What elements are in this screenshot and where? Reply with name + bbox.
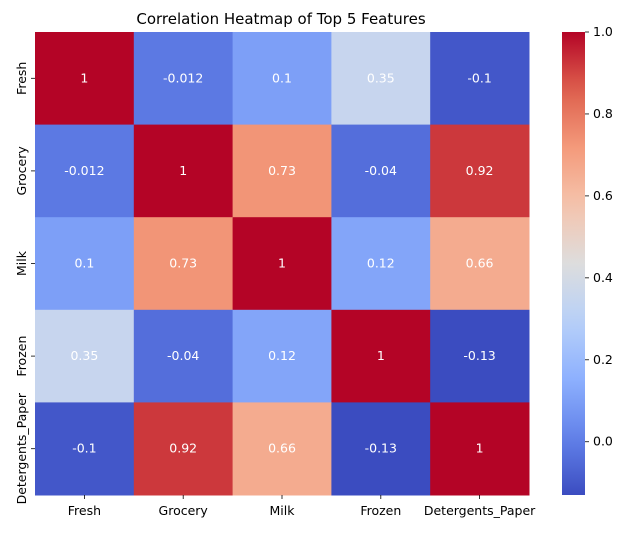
y-tick-label: Frozen [14,336,29,377]
heatmap-cell [35,124,135,218]
heatmap-cell [331,217,431,311]
colorbar-gradient [562,32,585,495]
cell-annotation: -0.13 [365,441,397,456]
cell-annotation: -0.1 [72,441,96,456]
heatmap-cell [232,402,332,496]
cell-annotation: 0.73 [169,256,197,271]
colorbar-tick-label: 0.0 [593,434,613,449]
heatmap-cell [430,217,530,311]
heatmap-cell [35,309,135,403]
heatmap-cell [430,32,530,126]
heatmap-cells [35,32,530,496]
heatmap-cell [232,124,332,218]
heatmap-cell [35,217,135,311]
heatmap-cell [35,32,135,126]
colorbar-tick-label: 0.8 [593,106,613,121]
heatmap-cell [133,402,234,496]
cell-annotation: 0.1 [74,256,94,271]
cell-annotation: 0.92 [466,163,494,178]
x-tick-label: Milk [270,503,296,518]
heatmap-cell [430,402,530,496]
heatmap-cell [133,32,234,126]
heatmap-cell [430,124,530,218]
heatmap-cell [232,32,332,126]
x-tick-label: Detergents_Paper [424,503,536,518]
colorbar-tick-label: 1.0 [593,24,613,39]
cell-annotation: 0.66 [268,441,296,456]
heatmap-annotations: 1 -0.012 0.1 0.35 -0.1 -0.012 1 0.73 -0.04 0.92 0.… [64,70,496,455]
heatmap-cell [331,309,431,403]
x-tick-label: Grocery [159,503,209,518]
colorbar-tick-label: 0.2 [593,352,613,367]
cell-annotation: 0.66 [466,256,494,271]
cell-annotation: 0.12 [268,348,296,363]
cell-annotation: 0.12 [367,256,395,271]
heatmap-cell [232,309,332,403]
heatmap-cell [331,402,431,496]
y-tick-label: Milk [14,250,29,276]
y-tick-label: Fresh [14,62,29,95]
cell-annotation: 0.35 [367,70,395,85]
y-axis: Fresh Grocery Milk Frozen Detergents_Paper [14,62,35,504]
cell-annotation: 0.92 [169,441,197,456]
cell-annotation: -0.04 [167,348,199,363]
heatmap-cell [35,402,135,496]
heatmap-cell [133,217,234,311]
cell-annotation: -0.04 [365,163,397,178]
heatmap-cell [232,217,332,311]
x-tick-label: Frozen [360,503,401,518]
cell-annotation: -0.1 [467,70,491,85]
cell-annotation: 1 [476,441,484,456]
cell-annotation: 1 [377,348,385,363]
chart-title: Correlation Heatmap of Top 5 Features [136,10,425,28]
heatmap-cell [133,309,234,403]
y-tick-label: Grocery [14,146,29,196]
cell-annotation: 0.1 [272,70,292,85]
cell-annotation: -0.012 [163,70,203,85]
heatmap-cell [430,309,530,403]
y-tick-label: Detergents_Paper [14,392,29,504]
heatmap-cell [331,32,431,126]
cell-annotation: 0.73 [268,163,296,178]
heatmap-cell [133,124,234,218]
colorbar-tick-label: 0.4 [593,270,613,285]
cell-annotation: -0.012 [64,163,104,178]
cell-annotation: -0.13 [463,348,495,363]
cell-annotation: 1 [278,256,286,271]
colorbar-tick-label: 0.6 [593,188,613,203]
x-axis: Fresh Grocery Milk Frozen Detergents_Paper [68,495,536,518]
cell-annotation: 1 [179,163,187,178]
colorbar: 0.0 0.2 0.4 0.6 0.8 1.0 [562,24,613,495]
cell-annotation: 0.35 [70,348,98,363]
x-tick-label: Fresh [68,503,101,518]
cell-annotation: 1 [80,70,88,85]
heatmap-cell [331,124,431,218]
